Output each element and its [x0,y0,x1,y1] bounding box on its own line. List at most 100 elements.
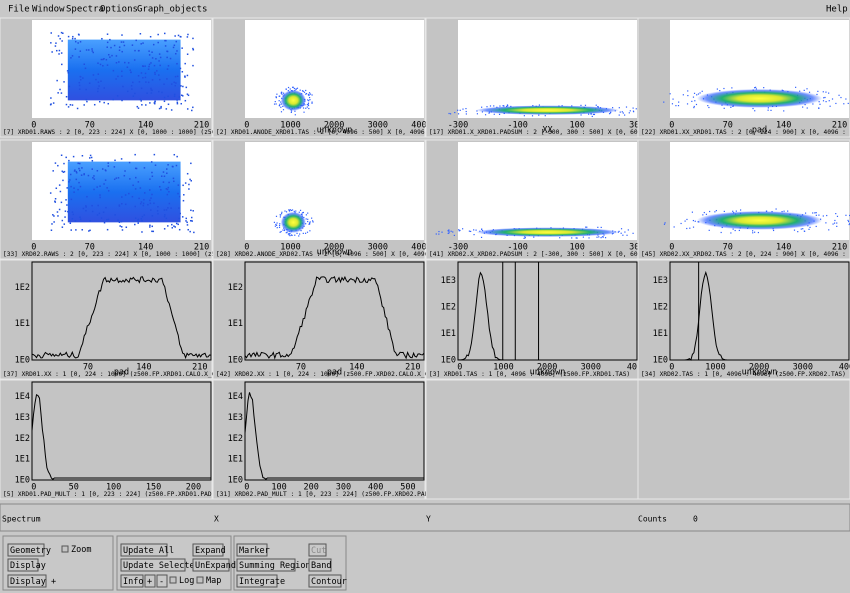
density-dot [619,111,621,113]
density-dot [124,61,126,64]
density-dot [91,168,93,170]
density-dot [64,210,67,212]
density-dot [687,94,689,97]
density-dot [178,228,181,231]
density-dot [538,114,540,116]
density-dot [139,202,142,205]
button-face [120,558,186,572]
density-dot [817,90,819,92]
density-dot [275,224,278,226]
density-dot [465,113,467,115]
density-dot [178,207,180,209]
density-dot [131,44,134,46]
button[interactable]: Expand [192,543,226,557]
density-dot [67,106,70,108]
density-dot [714,211,716,213]
density-dot [157,206,159,208]
button[interactable]: Update Selected [120,558,200,572]
menu-item[interactable]: Spectra [66,5,104,15]
menu-item[interactable]: File [8,5,30,15]
checkbox[interactable]: Zoom [61,545,91,555]
checkbox[interactable]: Log [169,576,194,586]
x-tick-label: 100 [570,121,585,131]
density-dot [302,211,305,214]
menu-item[interactable]: Options [100,5,138,15]
density-dot [800,228,802,230]
density-dot [143,214,146,216]
density-dot [101,37,103,40]
density-blob [696,210,823,230]
density-dot [96,214,99,216]
density-dot [190,209,192,212]
density-dot [278,104,281,107]
button[interactable]: Cut [308,543,327,557]
density-dot [167,207,169,209]
density-dot [586,226,588,228]
menu-item[interactable]: Window [32,5,65,15]
density-dot [192,210,194,212]
density-dot [822,91,824,93]
density-dot [292,86,294,88]
button[interactable]: UnExpand [192,558,236,572]
density-dot [278,226,281,228]
density-dot [275,215,278,217]
button[interactable]: Summing Region [236,558,311,572]
density-dot [604,237,607,239]
density-dot [74,220,77,222]
density-dot [462,228,464,230]
density-dot [131,88,133,90]
density-dot [106,218,108,221]
menu-item[interactable]: Graph_objects [137,5,207,15]
density-dot [78,88,81,90]
density-dot [186,74,189,77]
density-dot [173,44,176,47]
density-dot [457,113,460,115]
button[interactable]: Integrate [236,574,285,588]
button[interactable]: Geometry [7,543,51,557]
button[interactable]: Band [308,558,332,572]
density-dot [139,187,142,189]
density-dot [151,230,153,233]
checkbox[interactable]: Map [196,576,221,586]
density-dot [95,78,97,81]
button[interactable]: Display [7,558,46,572]
density-dot [803,89,805,91]
y-tick-label: 1E1 [15,455,30,465]
density-dot [754,86,757,88]
density-dot [305,218,307,220]
button-label: Band [311,561,331,571]
density-dot [99,185,101,187]
density-dot [836,215,839,217]
button[interactable]: - [156,574,168,588]
density-dot [180,102,182,105]
density-dot [135,39,137,42]
density-dot [191,109,193,112]
button[interactable]: Info [120,574,144,588]
x-tick-label: 140 [349,363,364,373]
density-dot [151,79,154,81]
histogram [31,276,212,360]
button[interactable]: Marker [236,543,270,557]
button[interactable]: + [144,574,156,588]
density-dot [109,56,111,58]
density-dot [175,52,177,55]
density-dot [301,212,304,214]
density-dot [699,92,701,94]
button[interactable]: Update All [120,543,174,557]
density-dot [147,81,150,84]
density-dot [831,98,834,100]
button[interactable]: Display + [7,574,56,588]
button[interactable]: Contour [308,574,347,588]
density-dot [305,214,307,216]
density-dot [182,184,184,187]
density-dot [181,94,183,96]
x-tick-label: 400 [627,363,642,373]
density-dot [829,105,831,107]
density-dot [664,222,666,224]
panel-caption: [7] XRD01.RAWS : 2 [0, 223 : 224] X [0, … [3,129,238,136]
button-label: Integrate [239,577,285,587]
density-dot [54,198,57,200]
menu-item[interactable]: Help [826,5,848,15]
density-dot [54,162,57,164]
density-dot [697,93,700,95]
